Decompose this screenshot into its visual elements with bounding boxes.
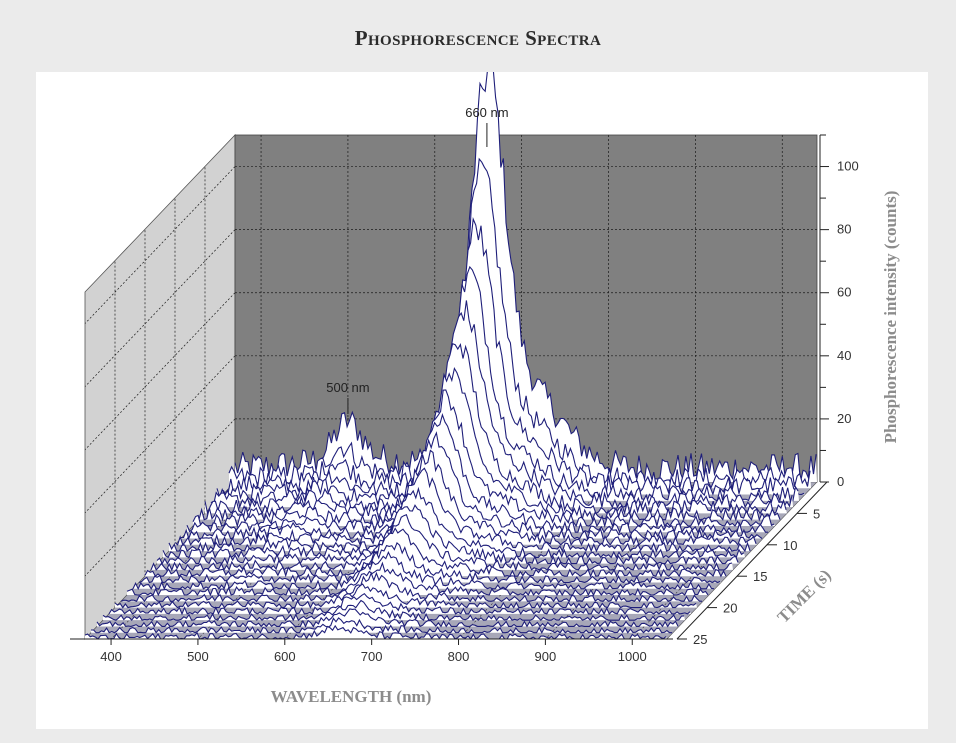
z-tick-label: 80 — [837, 222, 851, 237]
spectrum-line — [132, 550, 715, 591]
z-tick-label: 60 — [837, 285, 851, 300]
spectrum-line — [192, 389, 775, 529]
spectrum-line — [114, 583, 697, 609]
spectrum-line — [102, 599, 685, 622]
side-grid-line — [84, 292, 236, 450]
spectrum-line — [150, 513, 733, 572]
spectrum-fill — [211, 300, 793, 508]
spectrum-line — [228, 157, 811, 490]
spectrum-line — [156, 504, 739, 566]
spectrum-line — [216, 265, 799, 503]
side-grid-line — [84, 355, 236, 514]
annotations: 660 nm 500 nm — [326, 105, 509, 414]
x-tick-label: 1000 — [618, 649, 647, 664]
spectrum-line — [162, 486, 745, 559]
spectrum-line — [186, 412, 769, 535]
time-tick-label: 5 — [813, 506, 820, 521]
spectrum-fill — [187, 414, 769, 533]
spectrum-fill — [127, 563, 709, 596]
spectrum-fill — [169, 468, 751, 552]
annotation-660nm: 660 nm — [465, 105, 508, 120]
z-tick-label: 0 — [837, 474, 844, 489]
spectrum-fill — [223, 219, 805, 495]
time-axis-title: TIME (s) — [774, 566, 835, 627]
waterfall-chart: 400 500 600 700 800 900 1000 0 20 40 60 80 100 5 10 15 2… — [70, 72, 900, 706]
z-tick-label: 20 — [837, 411, 851, 426]
z-tick-label: 40 — [837, 348, 851, 363]
spectrum-line — [126, 561, 709, 597]
spectrum-line — [108, 592, 691, 616]
side-grid-line — [84, 229, 236, 387]
chart-panel: 400 500 600 700 800 900 1000 0 20 40 60 80 100 5 10 15 2… — [36, 72, 928, 729]
time-tick-label: 10 — [783, 538, 797, 553]
z-tick-label: 100 — [837, 159, 859, 174]
z-axis-title: Phosphorescence intensity (counts) — [881, 191, 900, 444]
spectrum-line — [96, 608, 679, 628]
spectrum-line — [174, 449, 757, 547]
spectrum-line — [204, 342, 787, 516]
spectrum-fill — [139, 542, 721, 583]
spectrum-fill — [91, 617, 673, 633]
time-tick-label: 20 — [723, 601, 737, 616]
spectrum-line — [120, 571, 703, 603]
spectrum-line — [168, 467, 751, 553]
spectrum-fill — [163, 488, 745, 558]
spectrum-fill — [205, 343, 787, 514]
spectrum-line — [198, 367, 781, 522]
spectrum-line — [144, 527, 727, 578]
spectrum-fill — [115, 584, 697, 608]
x-tick-label: 700 — [361, 649, 383, 664]
spectrum-line — [234, 72, 817, 484]
x-axis-title: WAVELENGTH (nm) — [271, 687, 432, 706]
spectrum-fill — [109, 593, 691, 614]
spectrum-line — [84, 624, 667, 640]
side-grid-line — [84, 166, 236, 324]
annotation-500nm: 500 nm — [326, 380, 369, 395]
spectrum-fill — [133, 552, 715, 589]
side-grid-line — [84, 418, 236, 577]
figure-title: Phosphorescence Spectra — [354, 26, 602, 50]
spectra-series — [84, 72, 817, 640]
time-axis-line — [676, 481, 828, 640]
time-tick-label: 15 — [753, 569, 767, 584]
x-tick-label: 400 — [100, 649, 122, 664]
x-tick-label: 500 — [187, 649, 209, 664]
x-tick-label: 600 — [274, 649, 296, 664]
x-tick-label: 900 — [535, 649, 557, 664]
spectrum-line — [91, 617, 673, 634]
spectrum-fill — [199, 368, 781, 520]
spectrum-line — [138, 541, 721, 584]
time-tick-label: 25 — [693, 632, 707, 647]
spectrum-line — [222, 216, 805, 497]
spectrum-fill — [217, 266, 799, 501]
spectrum-fill — [151, 514, 733, 570]
x-tick-label: 800 — [448, 649, 470, 664]
